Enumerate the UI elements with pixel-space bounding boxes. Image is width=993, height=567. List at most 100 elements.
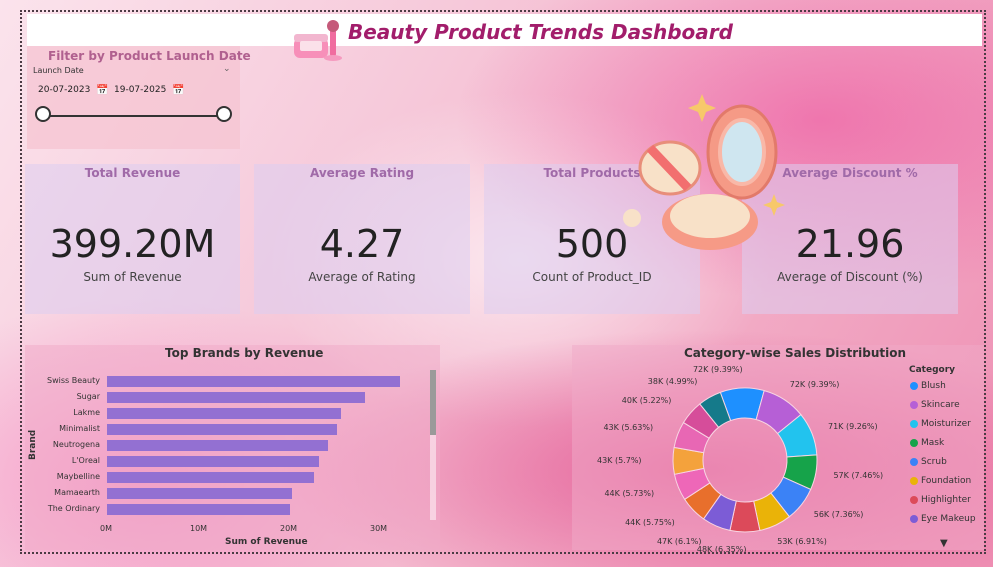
slider-start-handle[interactable] bbox=[35, 106, 51, 122]
legend-scroll-down-icon[interactable]: ▼ bbox=[940, 538, 948, 549]
page-title: Beauty Product Trends Dashboard bbox=[348, 20, 733, 44]
slice-label: 56K (7.36%) bbox=[813, 510, 864, 520]
makeup-products-icon bbox=[294, 20, 342, 61]
bar-label: Sugar bbox=[76, 392, 100, 401]
legend-swatch bbox=[910, 477, 918, 485]
card-subtitle: Average of Rating bbox=[308, 270, 416, 284]
bar[interactable] bbox=[107, 472, 314, 483]
card-title: Total Products bbox=[543, 166, 641, 180]
chart-title: Category-wise Sales Distribution bbox=[684, 346, 907, 360]
card-title: Average Rating bbox=[309, 166, 415, 180]
bar[interactable] bbox=[107, 488, 292, 499]
bar-label: Mamaearth bbox=[54, 488, 100, 497]
legend-label: Skincare bbox=[921, 400, 960, 410]
slice-label: 43K (5.7%) bbox=[597, 456, 642, 466]
slice-label: 57K (7.46%) bbox=[833, 470, 884, 480]
card-subtitle: Sum of Revenue bbox=[83, 270, 182, 284]
slice-label: 38K (4.99%) bbox=[647, 376, 698, 386]
bar[interactable] bbox=[107, 376, 400, 387]
card-subtitle: Average of Discount (%) bbox=[777, 270, 923, 284]
bar-label: Maybelline bbox=[56, 472, 100, 481]
card-value: 500 bbox=[555, 222, 629, 266]
card-value: 399.20M bbox=[49, 222, 216, 266]
bar[interactable] bbox=[107, 408, 341, 419]
slicer-field-label: Launch Date bbox=[33, 66, 84, 75]
end-date-input[interactable]: 19-07-2025 📅 bbox=[114, 81, 185, 99]
legend-item[interactable]: Skincare bbox=[910, 400, 960, 410]
bar[interactable] bbox=[107, 456, 320, 467]
legend-label: Foundation bbox=[921, 476, 972, 486]
legend-swatch bbox=[910, 458, 918, 466]
legend-item[interactable]: Mask bbox=[910, 438, 944, 448]
bar[interactable] bbox=[107, 424, 338, 435]
card-title: Average Discount % bbox=[782, 166, 918, 180]
legend-swatch bbox=[910, 439, 918, 447]
card-value: 4.27 bbox=[319, 222, 405, 266]
slider-end-handle[interactable] bbox=[216, 106, 232, 122]
bar[interactable] bbox=[107, 504, 290, 515]
card-subtitle: Count of Product_ID bbox=[532, 270, 652, 284]
slice-label: 48K (6.35%) bbox=[696, 544, 747, 554]
bar[interactable] bbox=[107, 392, 366, 403]
legend-item[interactable]: Eye Makeup bbox=[910, 514, 976, 524]
legend-title: Category bbox=[909, 365, 956, 375]
donut-slice[interactable] bbox=[699, 391, 732, 429]
legend-swatch bbox=[910, 382, 918, 390]
x-tick-label: 10M bbox=[190, 524, 208, 533]
legend-label: Eye Makeup bbox=[921, 514, 976, 524]
slice-label: 43K (5.63%) bbox=[603, 423, 654, 433]
bar-label: The Ordinary bbox=[47, 504, 100, 513]
date-slicer[interactable] bbox=[27, 46, 240, 149]
legend-swatch bbox=[910, 401, 918, 409]
slice-label: 44K (5.75%) bbox=[625, 517, 675, 527]
y-axis-title: Brand bbox=[28, 429, 38, 460]
slice-label: 53K (6.91%) bbox=[777, 536, 827, 546]
x-axis-title: Sum of Revenue bbox=[225, 537, 308, 547]
legend-label: Moisturizer bbox=[921, 419, 971, 429]
legend-item[interactable]: Highlighter bbox=[910, 495, 971, 505]
start-date-value: 20-07-2023 bbox=[38, 85, 91, 95]
title-bar bbox=[27, 14, 982, 46]
slice-label: 71K (9.26%) bbox=[827, 421, 878, 431]
legend-label: Mask bbox=[921, 438, 945, 448]
calendar-icon[interactable]: 📅 bbox=[172, 84, 185, 96]
legend-item[interactable]: Foundation bbox=[910, 476, 971, 486]
legend-swatch bbox=[910, 420, 918, 428]
legend-item[interactable]: Blush bbox=[910, 381, 946, 391]
end-date-value: 19-07-2025 bbox=[114, 85, 167, 95]
slice-label: 72K (9.39%) bbox=[789, 379, 840, 389]
calendar-icon[interactable]: 📅 bbox=[96, 84, 109, 96]
bar-label: Swiss Beauty bbox=[47, 376, 100, 385]
slice-label: 72K (9.39%) bbox=[692, 365, 743, 375]
legend-label: Blush bbox=[921, 381, 946, 391]
slice-label: 44K (5.73%) bbox=[604, 489, 655, 499]
slicer-title: Filter by Product Launch Date bbox=[48, 49, 251, 63]
x-tick-label: 0M bbox=[100, 524, 112, 533]
bar-label: Lakme bbox=[73, 408, 100, 417]
legend-swatch bbox=[910, 496, 918, 504]
card-value: 21.96 bbox=[795, 222, 905, 266]
legend-item[interactable]: Moisturizer bbox=[910, 419, 971, 429]
scrollbar-thumb[interactable] bbox=[430, 370, 436, 435]
legend-swatch bbox=[910, 515, 918, 523]
legend-label: Scrub bbox=[921, 457, 947, 467]
slice-label: 47K (6.1%) bbox=[656, 537, 702, 547]
chart-title: Top Brands by Revenue bbox=[165, 346, 324, 360]
legend-label: Highlighter bbox=[921, 495, 971, 505]
slice-label: 40K (5.22%) bbox=[621, 395, 672, 405]
card-title: Total Revenue bbox=[84, 166, 181, 180]
start-date-input[interactable]: 20-07-2023 📅 bbox=[38, 81, 109, 99]
scrollbar[interactable] bbox=[430, 370, 436, 520]
card-total-revenue: Total Revenue 399.20M Sum of Revenue bbox=[25, 164, 240, 314]
compact-powder-icon bbox=[623, 94, 785, 250]
category-donut-chart bbox=[672, 387, 818, 533]
x-tick-label: 20M bbox=[280, 524, 298, 533]
chevron-down-icon[interactable]: ⌄ bbox=[223, 64, 231, 74]
legend-item[interactable]: Scrub bbox=[910, 457, 947, 467]
card-average-rating: Average Rating 4.27 Average of Rating bbox=[254, 164, 470, 314]
date-slider-track[interactable] bbox=[42, 115, 226, 117]
bar-label: L'Oreal bbox=[71, 456, 100, 465]
bar-label: Minimalist bbox=[59, 424, 100, 433]
bar[interactable] bbox=[107, 440, 328, 451]
x-tick-label: 30M bbox=[370, 524, 388, 533]
